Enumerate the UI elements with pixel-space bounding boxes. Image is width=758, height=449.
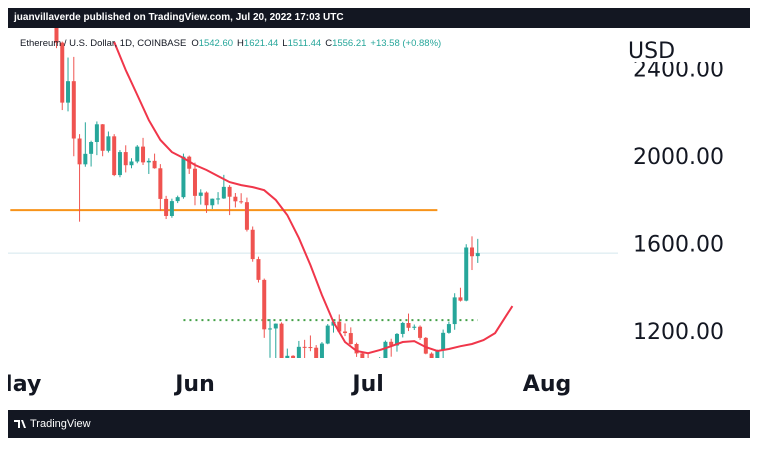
candle-body: [435, 350, 440, 358]
candle-body: [54, 28, 59, 43]
candle-body: [268, 328, 273, 330]
candle-body: [244, 202, 249, 230]
plot: [8, 28, 618, 358]
candle-body: [146, 160, 151, 163]
candle-body: [262, 279, 267, 330]
candle-body: [71, 81, 76, 139]
candle-body: [100, 124, 105, 151]
candle-body: [273, 323, 278, 329]
candle-body: [175, 197, 180, 202]
candle-body: [308, 347, 313, 349]
candle-body: [441, 332, 446, 351]
candle-body: [469, 247, 474, 257]
candle-body: [227, 186, 232, 197]
candle-body: [360, 353, 365, 358]
candle-body: [94, 124, 99, 143]
candle-body: [383, 341, 388, 358]
candle-body: [204, 192, 209, 206]
candle-body: [429, 353, 434, 358]
candle-body: [192, 168, 197, 196]
candle-body: [319, 343, 324, 358]
chart-area: [8, 28, 750, 410]
candle-body: [418, 326, 423, 338]
candle-body: [296, 346, 301, 358]
publisher-bar: juanvillaverde published on TradingView.…: [14, 12, 344, 23]
candle-body: [400, 322, 405, 334]
candle-body: [337, 321, 342, 332]
symbol: Ethereum / U.S. Dollar, 1D, COINBASE: [20, 38, 187, 49]
candle-body: [348, 333, 353, 344]
y-tick-label: 1600.00: [633, 233, 724, 258]
candle-body: [412, 326, 417, 328]
candle-body: [83, 153, 88, 165]
candle-body: [169, 201, 174, 216]
candle-body: [106, 136, 111, 151]
change: +13.58 (+0.88%): [370, 38, 442, 49]
candle-body: [123, 152, 128, 166]
candle-body: [239, 201, 244, 203]
candle-body: [314, 347, 319, 358]
y-tick-label: 2000.00: [633, 145, 724, 170]
candle-body: [152, 160, 157, 169]
candle-body: [389, 341, 394, 346]
candle-body: [164, 198, 169, 216]
candle-body: [216, 198, 221, 200]
candle-body: [221, 186, 226, 199]
candle-body: [89, 142, 94, 154]
x-tick-label: Jun: [173, 372, 215, 397]
candle-body: [343, 331, 348, 334]
candle-body: [394, 333, 399, 346]
candle-body: [279, 323, 284, 358]
candle-body: [354, 343, 359, 354]
candle-body: [210, 198, 215, 206]
candle-body: [141, 146, 146, 163]
x-tick-label: Jul: [350, 372, 383, 397]
brand: TradingView: [30, 418, 91, 430]
candle-body: [112, 136, 117, 176]
ohlc-key: L: [282, 38, 288, 49]
candle-body: [135, 146, 140, 162]
candle-body: [475, 253, 480, 257]
candle-body: [458, 297, 463, 301]
ohlc-key: H: [237, 38, 244, 49]
candle-body: [158, 168, 163, 199]
candle-body: [60, 42, 65, 103]
candle-body: [187, 156, 192, 169]
candle-body: [250, 229, 255, 260]
candle-body: [325, 325, 330, 344]
candle-body: [452, 297, 457, 325]
candle-body: [233, 196, 238, 202]
candle-body: [198, 192, 203, 196]
ohlc-value: 1511.44: [287, 38, 322, 49]
currency-box: [620, 28, 750, 62]
legend-line: Ethereum / U.S. Dollar, 1D, COINBASE O154…: [20, 38, 445, 49]
candle-body: [285, 355, 290, 358]
candle-body: [291, 355, 296, 358]
candle-body: [423, 337, 428, 354]
ohlc-value: 1556.21: [332, 38, 367, 49]
x-tick-label: Aug: [523, 372, 571, 397]
candle-body: [446, 324, 451, 333]
candle-body: [302, 346, 307, 348]
candle-body: [256, 259, 261, 280]
candle-body: [129, 161, 134, 166]
candle-body: [117, 152, 122, 176]
moving-average: [113, 41, 514, 355]
candle-body: [406, 322, 411, 328]
candle-body: [77, 138, 82, 165]
candle-body: [66, 81, 71, 103]
ohlc-value: 1542.60: [198, 38, 234, 49]
x-tick-label: May: [0, 372, 41, 397]
candle-body: [181, 156, 186, 198]
logo: [14, 420, 26, 428]
y-tick-label: 1200.00: [633, 320, 724, 345]
candle-body: [464, 247, 469, 301]
currency-label: USD: [628, 39, 675, 64]
ohlc-value: 1621.44: [243, 38, 279, 49]
ohlc-key: C: [325, 38, 333, 49]
ohlc-key: O: [191, 38, 199, 49]
